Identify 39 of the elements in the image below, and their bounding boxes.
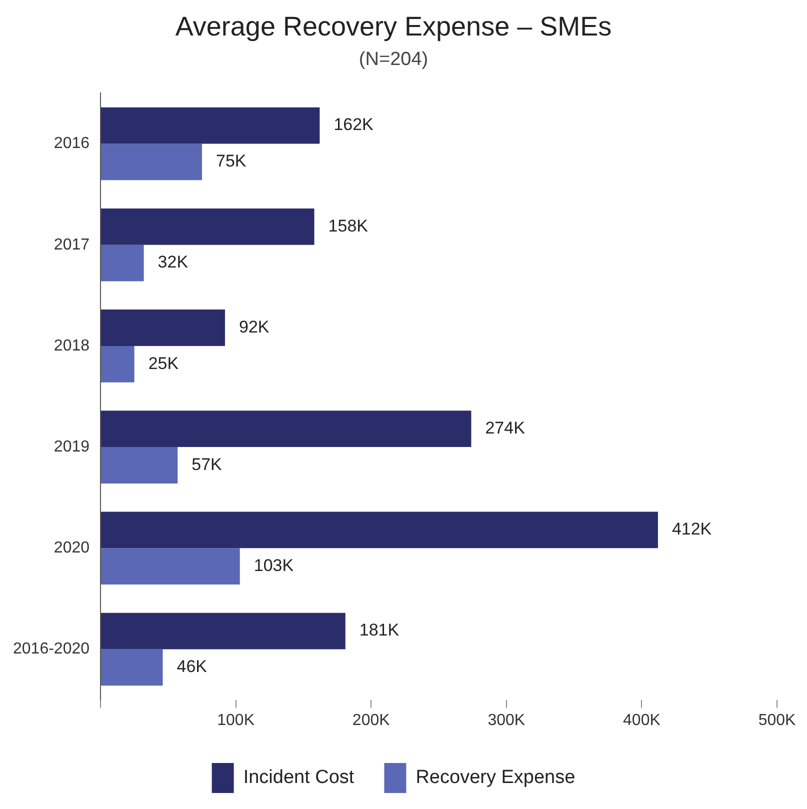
bar [101,410,472,448]
data-label: 46K [176,657,208,676]
x-tick-label: 400K [623,712,661,729]
y-tick-label: 2016-2020 [13,640,90,658]
bar [101,612,346,650]
data-label: 158K [328,216,369,236]
data-label: 181K [359,620,400,640]
data-label: 103K [254,556,294,576]
bar [101,447,178,484]
y-tick-label: 2017 [54,236,90,254]
x-tick-label: 500K [758,712,796,729]
data-label: 162K [334,115,374,134]
x-tick-label: 100K [217,712,255,729]
bar [101,512,658,548]
x-tick-label: 300K [488,712,526,729]
bar [101,649,163,686]
bar [101,244,144,282]
y-tick-label: 2016 [54,135,90,152]
data-label: 92K [238,317,270,336]
y-tick-label: 2019 [54,438,90,456]
data-label: 412K [672,520,712,539]
data-label: 25K [148,354,180,373]
legend-label: Recovery Expense [416,767,576,788]
data-label: 75K [216,152,247,171]
bar [101,208,314,245]
bar [101,346,134,382]
chart-subtitle: (N=204) [358,49,428,70]
y-tick-label: 2020 [54,540,90,557]
bar [101,144,202,180]
bar [101,548,240,585]
legend-label: Incident Cost [243,767,355,788]
x-tick-label: 200K [352,712,390,729]
chart-title: Average Recovery Expense – SMEs [175,12,612,42]
data-label: 274K [485,418,526,438]
bar [101,310,225,346]
y-tick-label: 2018 [54,337,90,354]
bar [101,107,320,144]
data-label: 57K [192,454,223,474]
data-label: 32K [158,252,189,272]
